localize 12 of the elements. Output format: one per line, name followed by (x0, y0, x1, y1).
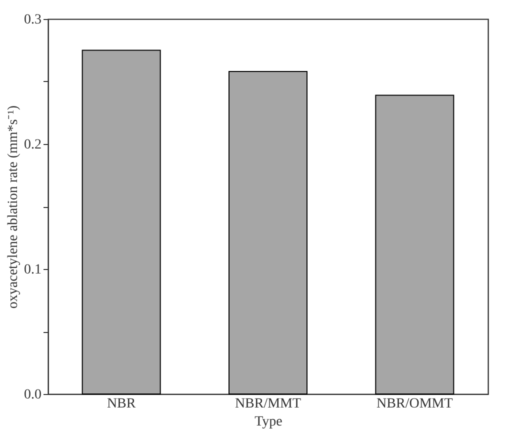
x-tick-label: NBR (106, 396, 136, 412)
x-axis-title: Type (254, 414, 282, 430)
x-tick-label: NBR/OMMT (376, 396, 454, 412)
bar (82, 50, 161, 394)
y-tick-label: 0.3 (24, 12, 42, 28)
y-tick-label: 0.2 (24, 138, 42, 152)
y-axis-title: oxyacetylene ablation rate (mm*s⁻¹) (6, 105, 21, 309)
x-tick-label: NBR/MMT (234, 396, 302, 412)
bar (375, 94, 454, 394)
y-tick-label: 0.0 (24, 388, 42, 402)
bar (228, 71, 308, 394)
y-tick-label: 0.1 (24, 262, 42, 278)
